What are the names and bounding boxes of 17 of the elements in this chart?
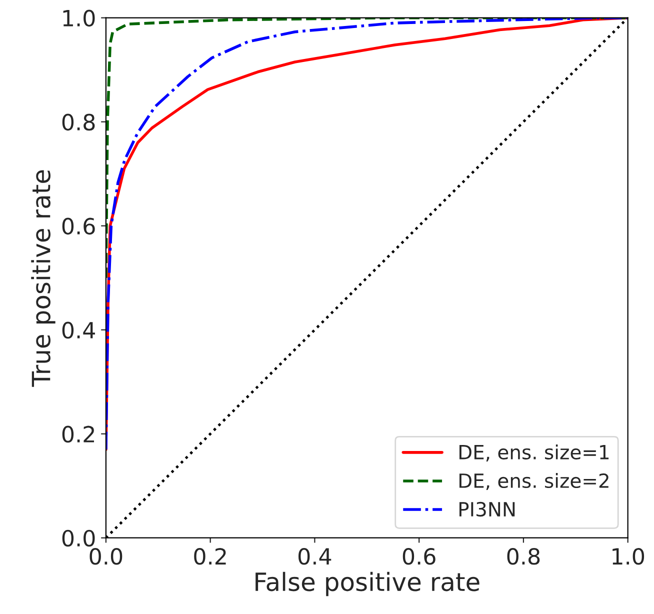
x-tick-label: 0.6 bbox=[402, 548, 436, 565]
x-tick-label: 1.0 bbox=[612, 548, 644, 565]
y-tick-label: 1.0 bbox=[63, 10, 95, 27]
legend-label: PI3NN bbox=[459, 502, 515, 517]
x-axis-title: False positive rate bbox=[256, 572, 480, 596]
x-tick-label: 0.2 bbox=[194, 548, 226, 565]
y-tick-label: 0.2 bbox=[62, 426, 94, 443]
y-tick-label: 0.0 bbox=[62, 530, 95, 547]
y-tick-label: 0.4 bbox=[62, 322, 95, 339]
x-tick-label: 0.0 bbox=[90, 548, 122, 565]
y-tick-label: 0.8 bbox=[62, 114, 95, 131]
x-tick-label: 0.8 bbox=[507, 548, 540, 565]
y-axis-title: True positive rate bbox=[31, 170, 56, 387]
y-tick-label: 0.6 bbox=[62, 218, 95, 235]
legend-label: DE, ens. size=1 bbox=[459, 444, 609, 462]
legend-label: DE, ens. size=2 bbox=[459, 473, 608, 490]
x-tick-label: 0.4 bbox=[298, 548, 332, 565]
